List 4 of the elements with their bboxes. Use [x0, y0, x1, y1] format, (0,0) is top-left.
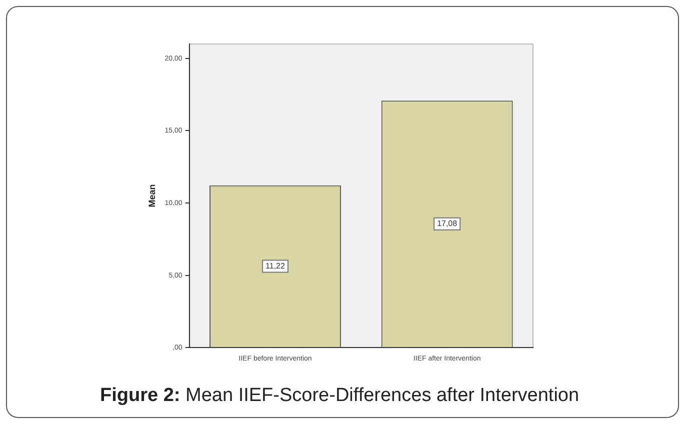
- y-axis-title: Mean: [146, 184, 157, 208]
- data-label: 11,22: [266, 261, 286, 270]
- data-label: 17,08: [437, 219, 458, 228]
- caption: Figure 2: Mean IIEF-Score-Differences after Intervention: [100, 385, 580, 407]
